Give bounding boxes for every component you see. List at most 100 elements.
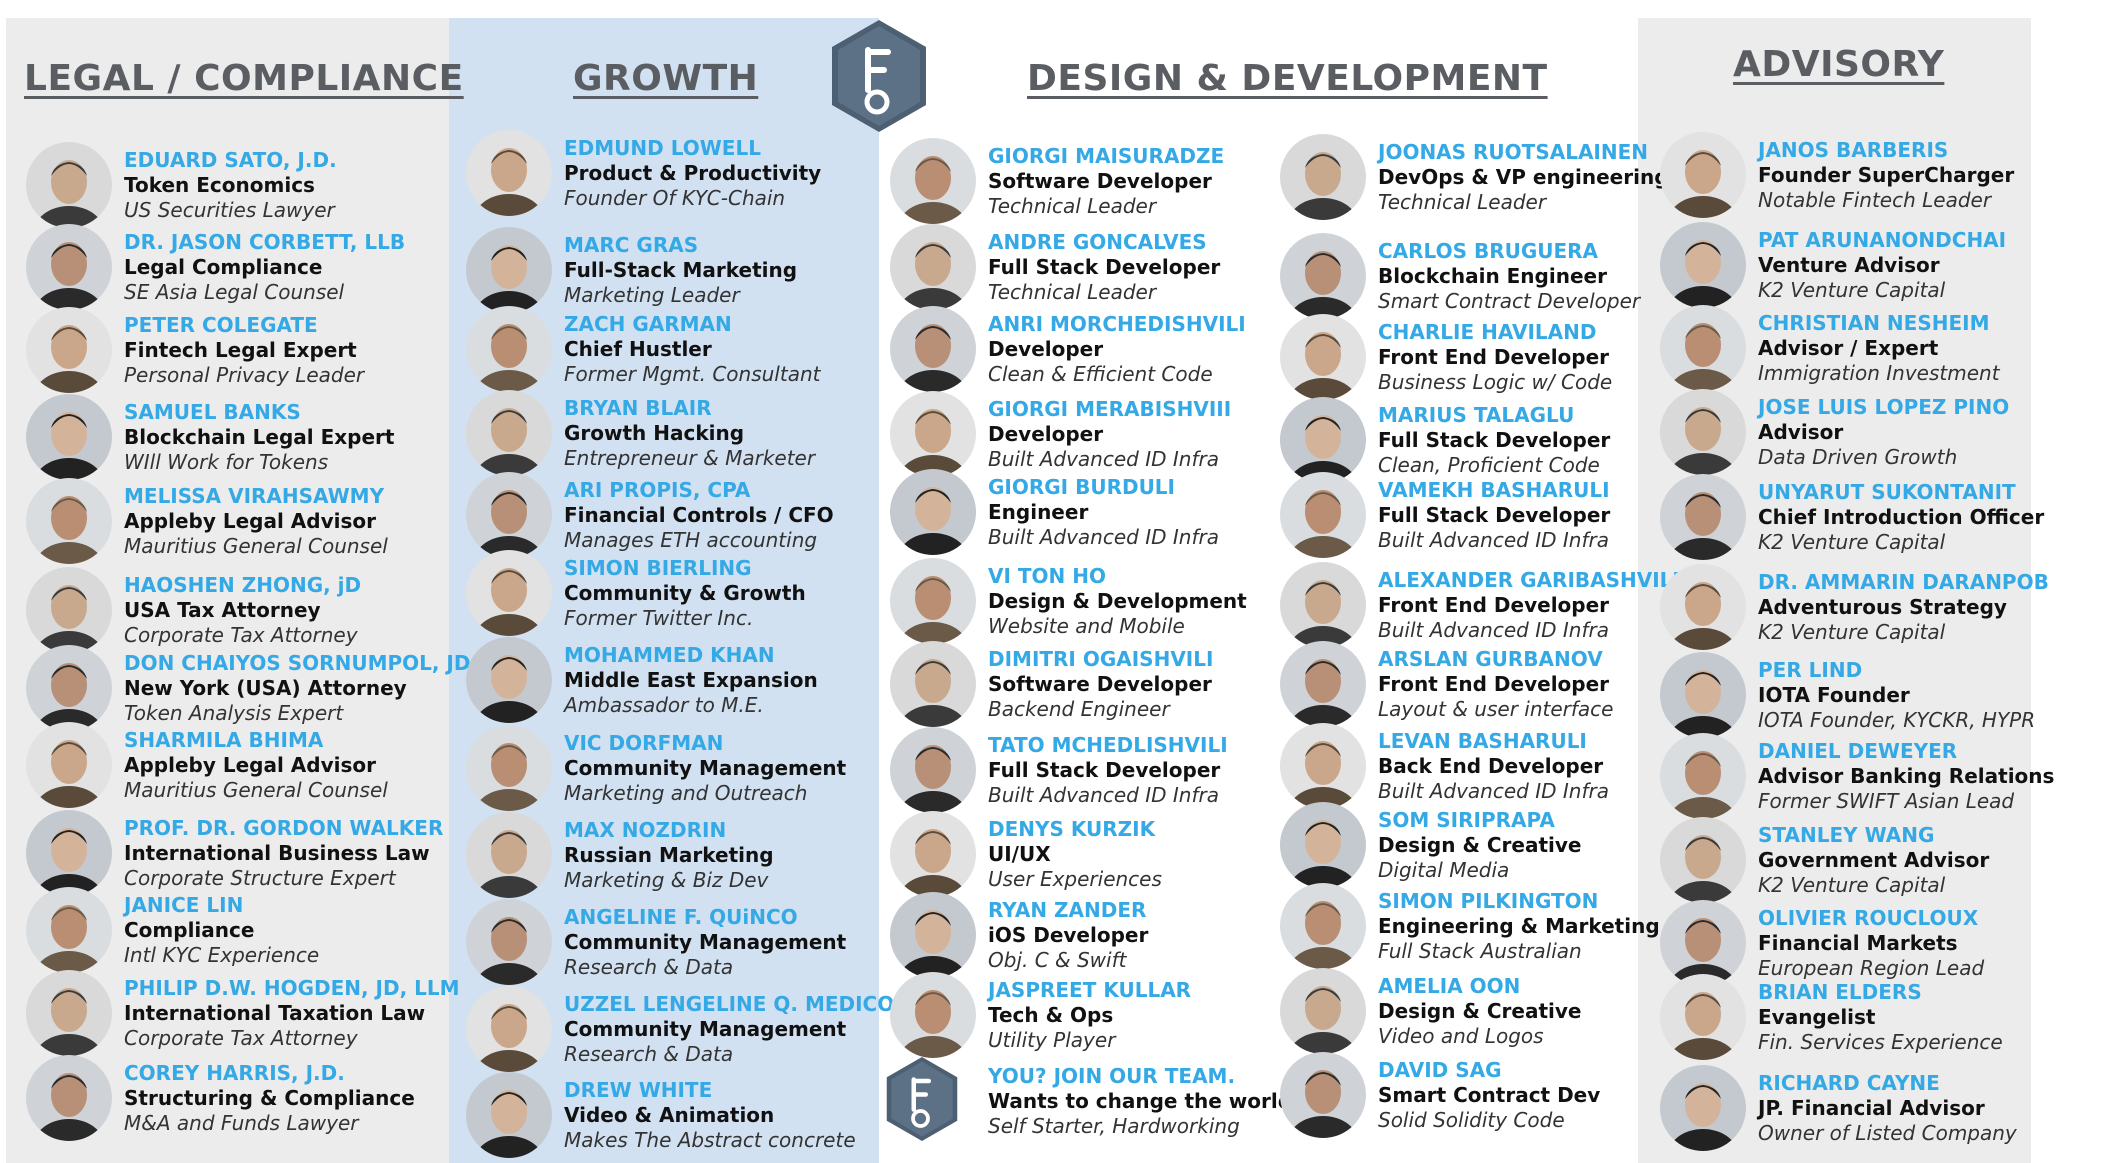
- member-text: ALEXANDER GARIBASHVILI Front End Develope…: [1378, 568, 1698, 643]
- member-role: Evangelist: [1758, 1005, 1876, 1029]
- member-description: Website and Mobile: [988, 614, 1185, 638]
- avatar: [1660, 1065, 1746, 1151]
- member-name: GIORGI MERABISHVIII: [988, 397, 1232, 421]
- member-description: Research & Data: [564, 1042, 734, 1066]
- member-description: Clean, Proficient Code: [1378, 453, 1600, 477]
- member-role: Community & Growth: [564, 581, 806, 605]
- member-name: UNYARUT SUKONTANIT: [1758, 480, 2016, 504]
- avatar: [26, 478, 112, 564]
- member-role: Software Developer: [988, 672, 1212, 696]
- member-description: Makes The Abstract concrete: [564, 1128, 856, 1152]
- member-text: DR. AMMARIN DARANPOB Adventurous Strategy…: [1758, 570, 2058, 645]
- member-name: CHARLIE HAVILAND: [1378, 320, 1597, 344]
- member-name: EDMUND LOWELL: [564, 136, 761, 160]
- member-description: Personal Privacy Leader: [124, 363, 365, 387]
- member-role: Engineering & Marketing: [1378, 914, 1660, 938]
- member-role: Fintech Legal Expert: [124, 338, 357, 362]
- avatar: [26, 142, 112, 228]
- member-description: Corporate Structure Expert: [124, 866, 396, 890]
- member-description: Clean & Efficient Code: [988, 362, 1213, 386]
- member-role: Advisor: [1758, 420, 1844, 444]
- member-role: Design & Creative: [1378, 999, 1582, 1023]
- member-text: UZZEL LENGELINE Q. MEDICO Community Manag…: [564, 992, 895, 1067]
- member-text: CARLOS BRUGUERA Blockchain Engineer Smart …: [1378, 239, 1698, 314]
- member-role: Front End Developer: [1378, 593, 1610, 617]
- member-text: MARC GRAS Full-Stack Marketing Marketing L…: [564, 233, 884, 308]
- member-text: TATO MCHEDLISHVILI Full Stack Developer Bu…: [988, 733, 1308, 808]
- member-text: PETER COLEGATE Fintech Legal Expert Person…: [124, 313, 444, 388]
- member-description: Marketing & Biz Dev: [564, 868, 769, 892]
- member-text: RYAN ZANDER iOS Developer Obj. C & Swift: [988, 898, 1308, 973]
- member-text: STANLEY WANG Government Advisor K2 Venture…: [1758, 823, 2058, 898]
- avatar: [1280, 134, 1366, 220]
- member-role: Product & Productivity: [564, 161, 822, 185]
- member-name: CARLOS BRUGUERA: [1378, 239, 1599, 263]
- member-description: SE Asia Legal Counsel: [124, 280, 345, 304]
- avatar: [890, 641, 976, 727]
- member-description: Built Advanced ID Infra: [988, 525, 1219, 549]
- member-text: ZACH GARMAN Chief Hustler Former Mgmt. Con…: [564, 312, 884, 387]
- member-description: Technical Leader: [1378, 190, 1547, 214]
- member-name: DR. JASON CORBETT, LLB: [124, 230, 406, 254]
- member-name: RYAN ZANDER: [988, 898, 1147, 922]
- member-description: Built Advanced ID Infra: [988, 447, 1219, 471]
- member-name: SOM SIRIPRAPA: [1378, 808, 1555, 832]
- member-text: RICHARD CAYNE JP. Financial Advisor Owner …: [1758, 1071, 2058, 1146]
- member-name: BRYAN BLAIR: [564, 396, 712, 420]
- member-name: COREY HARRIS, J.D.: [124, 1061, 345, 1085]
- member-name: UZZEL LENGELINE Q. MEDICO: [564, 992, 895, 1016]
- member-description: Obj. C & Swift: [988, 948, 1127, 972]
- avatar: [1280, 802, 1366, 888]
- member-description: Full Stack Australian: [1378, 939, 1582, 963]
- member-role: Token Economics: [124, 173, 315, 197]
- avatar: [890, 972, 976, 1058]
- avatar: [1280, 968, 1366, 1054]
- member-description: Manages ETH accounting: [564, 528, 818, 552]
- member-name: AMELIA OON: [1378, 974, 1521, 998]
- member-name: SIMON PILKINGTON: [1378, 889, 1599, 913]
- member-name: DREW WHITE: [564, 1078, 713, 1102]
- member-role: Venture Advisor: [1758, 253, 1940, 277]
- avatar: [466, 130, 552, 216]
- member-description: Ambassador to M.E.: [564, 693, 764, 717]
- member-description: Built Advanced ID Infra: [988, 783, 1219, 807]
- member-text: CHRISTIAN NESHEIM Advisor / Expert Immigra…: [1758, 311, 2058, 386]
- member-description: Built Advanced ID Infra: [1378, 618, 1609, 642]
- avatar: [1660, 132, 1746, 218]
- member-description: Former SWIFT Asian Lead: [1758, 789, 2015, 813]
- member-description: K2 Venture Capital: [1758, 620, 1946, 644]
- member-description: US Securities Lawyer: [124, 198, 335, 222]
- member-description: Mauritius General Counsel: [124, 778, 388, 802]
- member-role: Back End Developer: [1378, 754, 1604, 778]
- member-text: CHARLIE HAVILAND Front End Developer Busin…: [1378, 320, 1698, 395]
- avatar: [1280, 314, 1366, 400]
- member-name: MARIUS TALAGLU: [1378, 403, 1575, 427]
- member-role: Russian Marketing: [564, 843, 774, 867]
- member-name: CHRISTIAN NESHEIM: [1758, 311, 1990, 335]
- member-description: Corporate Tax Attorney: [124, 1026, 358, 1050]
- member-role: International Business Law: [124, 841, 430, 865]
- member-role: Community Management: [564, 756, 847, 780]
- member-description: Technical Leader: [988, 194, 1157, 218]
- member-text: GIORGI MERABISHVIII Developer Built Advanc…: [988, 397, 1308, 472]
- member-text: DR. JASON CORBETT, LLB Legal Compliance SE…: [124, 230, 444, 305]
- legal-heading: LEGAL / COMPLIANCE: [24, 58, 464, 99]
- member-name: ALEXANDER GARIBASHVILI: [1378, 568, 1680, 592]
- member-text: JASPREET KULLAR Tech & Ops Utility Player: [988, 978, 1308, 1053]
- member-text: LEVAN BASHARULI Back End Developer Built A…: [1378, 729, 1698, 804]
- member-text: ANDRE GONCALVES Full Stack Developer Techn…: [988, 230, 1308, 305]
- member-description: Self Starter, Hardworking: [988, 1114, 1240, 1138]
- member-description: User Experiences: [988, 867, 1162, 891]
- avatar: [890, 469, 976, 555]
- advisory-heading: ADVISORY: [1733, 44, 1945, 85]
- member-role: Chief Introduction Officer: [1758, 505, 2045, 529]
- member-description: Marketing and Outreach: [564, 781, 808, 805]
- avatar: [26, 567, 112, 653]
- member-text: BRYAN BLAIR Growth Hacking Entrepreneur & …: [564, 396, 884, 471]
- member-text: DAVID SAG Smart Contract Dev Solid Solidit…: [1378, 1058, 1698, 1133]
- avatar: [26, 394, 112, 480]
- member-role: Developer: [988, 422, 1104, 446]
- member-description: Founder Of KYC-Chain: [564, 186, 786, 210]
- avatar: [1660, 222, 1746, 308]
- avatar: [1660, 733, 1746, 819]
